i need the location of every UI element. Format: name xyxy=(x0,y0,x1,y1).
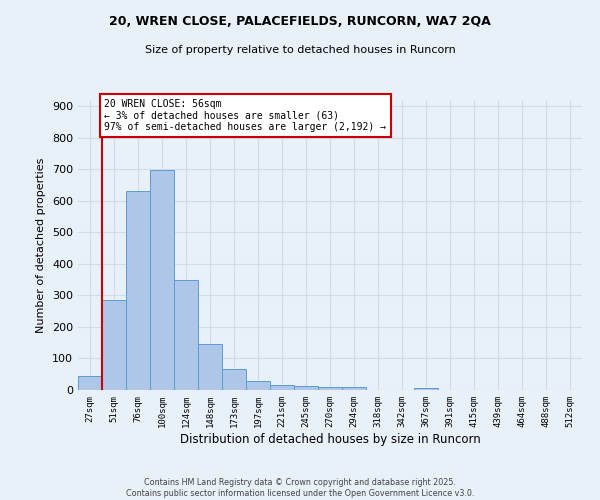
Bar xyxy=(294,386,318,390)
Text: 20 WREN CLOSE: 56sqm
← 3% of detached houses are smaller (63)
97% of semi-detach: 20 WREN CLOSE: 56sqm ← 3% of detached ho… xyxy=(104,99,386,132)
Text: Size of property relative to detached houses in Runcorn: Size of property relative to detached ho… xyxy=(145,45,455,55)
Bar xyxy=(198,344,222,390)
Bar xyxy=(102,300,126,390)
Bar xyxy=(174,280,198,390)
Y-axis label: Number of detached properties: Number of detached properties xyxy=(37,158,46,332)
Bar xyxy=(414,388,438,390)
X-axis label: Distribution of detached houses by size in Runcorn: Distribution of detached houses by size … xyxy=(179,432,481,446)
Bar xyxy=(126,191,150,390)
Bar xyxy=(318,386,342,390)
Bar xyxy=(78,376,102,390)
Bar xyxy=(246,381,270,390)
Bar xyxy=(342,388,366,390)
Bar xyxy=(222,369,246,390)
Bar xyxy=(270,384,294,390)
Text: 20, WREN CLOSE, PALACEFIELDS, RUNCORN, WA7 2QA: 20, WREN CLOSE, PALACEFIELDS, RUNCORN, W… xyxy=(109,15,491,28)
Bar xyxy=(150,170,174,390)
Text: Contains HM Land Registry data © Crown copyright and database right 2025.
Contai: Contains HM Land Registry data © Crown c… xyxy=(126,478,474,498)
